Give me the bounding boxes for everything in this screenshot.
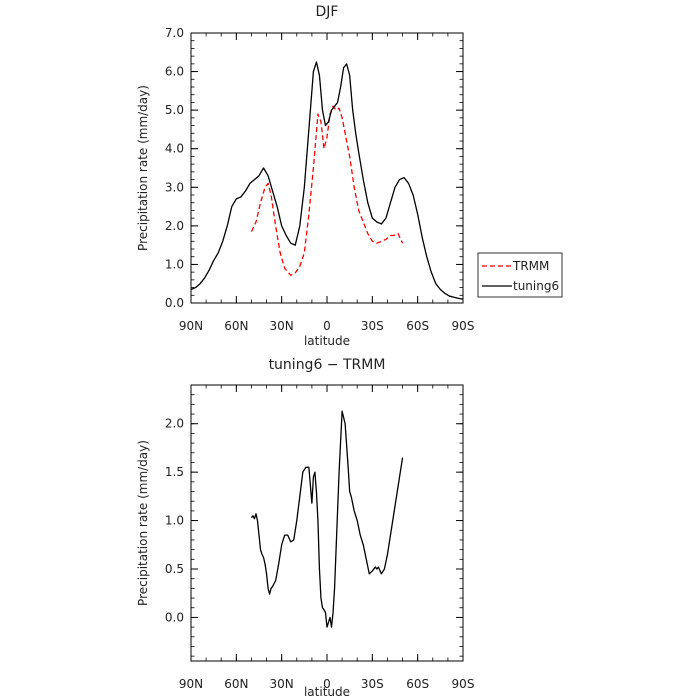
x-axis: 90N 60N 30N 0 30S 60S 90S xyxy=(179,33,475,333)
legend: TRMM tuning6 xyxy=(477,252,563,298)
series-line-trmm xyxy=(250,105,404,276)
x-tick-label: 90S xyxy=(452,319,475,333)
y-tick-label: 2.0 xyxy=(165,219,184,233)
x-tick-label: 60S xyxy=(406,319,429,333)
y-tick-label: 0.0 xyxy=(165,296,184,310)
y-tick-label: 4.0 xyxy=(165,142,184,156)
y-tick-label: 2.0 xyxy=(165,417,184,431)
x-tick-label: 90N xyxy=(179,677,203,691)
x-axis: 90N 60N 30N 0 30S 60S 90S xyxy=(179,385,475,691)
x-tick-label: 90N xyxy=(179,319,203,333)
plot-frame xyxy=(190,384,464,662)
x-axis-label: latitude xyxy=(304,685,350,699)
x-axis-label: latitude xyxy=(304,334,350,348)
y-axis: 0.0 0.5 1.0 1.5 2.0 xyxy=(165,417,463,624)
y-axis-label: Precipitation rate (mm/day) xyxy=(136,85,150,251)
chart-title: tuning6 − TRMM xyxy=(269,357,386,373)
legend-label-tuning6: tuning6 xyxy=(513,279,559,293)
y-tick-label: 0.0 xyxy=(165,610,184,624)
series-line-tuning6 xyxy=(190,61,464,300)
legend-label-trmm: TRMM xyxy=(512,259,549,273)
chart-title: DJF xyxy=(316,4,339,20)
x-tick-label: 30N xyxy=(270,677,294,691)
x-tick-label: 30S xyxy=(361,677,384,691)
chart-difference: tuning6 − TRMM 90N 60N 30N 0 30S 60S 90S 0.00.… xyxy=(136,357,474,699)
y-tick-label: 3.0 xyxy=(165,180,184,194)
y-tick-label: 6.0 xyxy=(165,65,184,79)
series-group xyxy=(190,61,464,300)
y-tick-label: 1.0 xyxy=(165,257,184,271)
x-tick-label: 0 xyxy=(323,677,331,691)
y-tick-label: 5.0 xyxy=(165,103,184,117)
x-tick-label: 60N xyxy=(224,319,248,333)
y-tick-label: 1.5 xyxy=(165,465,184,479)
series-line-difference xyxy=(250,410,404,628)
series-group xyxy=(250,410,404,628)
y-tick-label: 1.0 xyxy=(165,514,184,528)
y-tick-label: 7.0 xyxy=(165,26,184,40)
x-tick-label: 0 xyxy=(323,319,331,333)
x-tick-label: 30S xyxy=(361,319,384,333)
x-tick-label: 30N xyxy=(270,319,294,333)
y-tick-label: 0.5 xyxy=(165,562,184,576)
x-tick-label: 60S xyxy=(406,677,429,691)
minor-ticks xyxy=(190,32,464,304)
legend-box xyxy=(477,252,563,298)
plot-frame xyxy=(190,32,464,304)
chart-djf: DJF 90N 60N 30N 0 30S 60S 90S 0.0 1.0 2.0 3.0 4.0 5… xyxy=(136,4,563,348)
y-axis-label: Precipitation rate (mm/day) xyxy=(136,440,150,606)
x-tick-label: 90S xyxy=(452,677,475,691)
x-tick-label: 60N xyxy=(224,677,248,691)
minor-ticks xyxy=(190,384,464,661)
